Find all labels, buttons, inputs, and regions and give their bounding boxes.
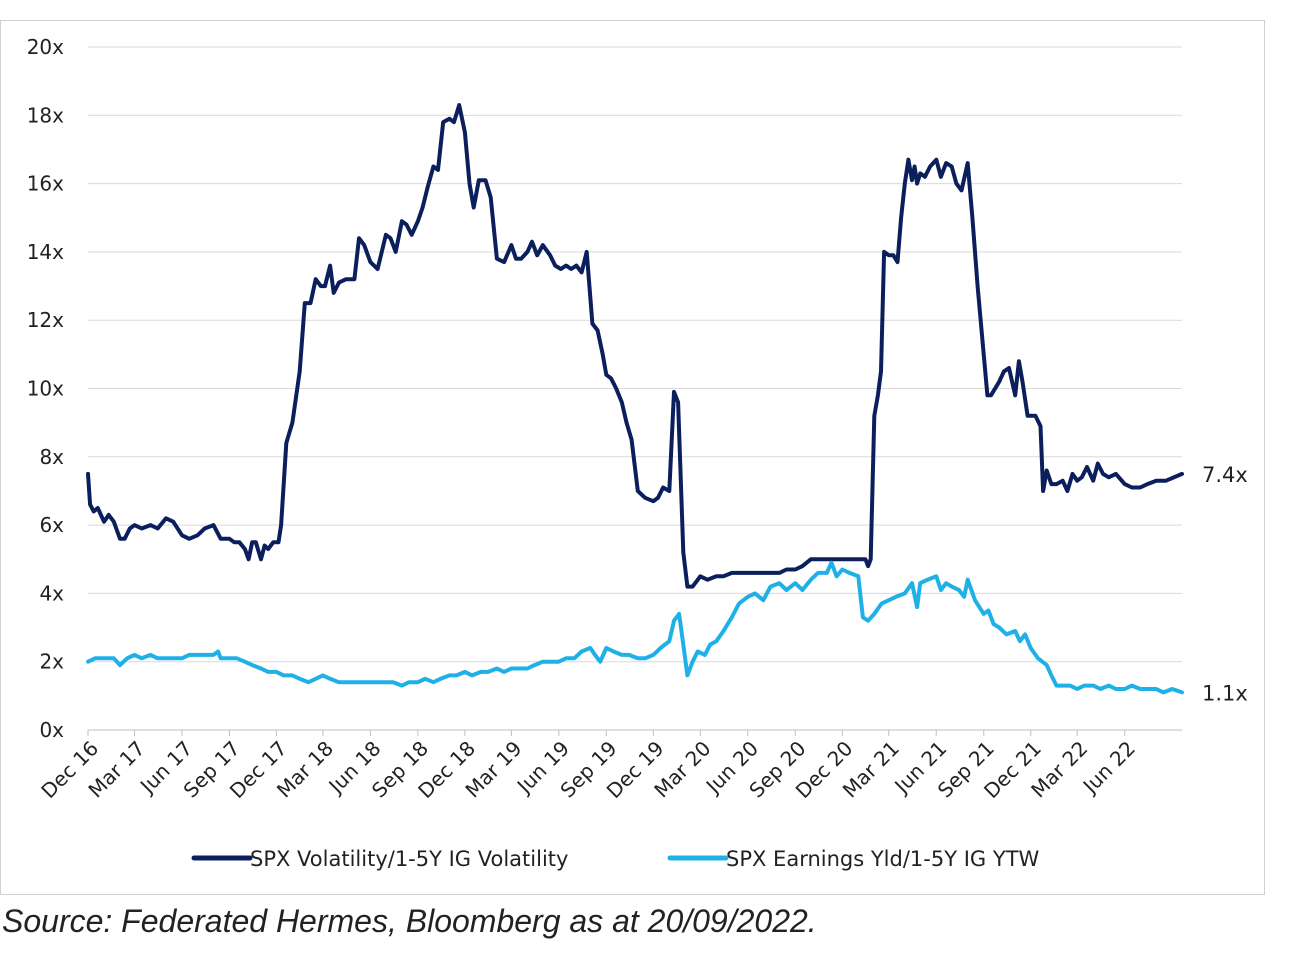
y-tick-label: 10x — [27, 377, 64, 401]
source-note: Source: Federated Hermes, Bloomberg as a… — [2, 903, 817, 939]
x-tick-label: Jun 22 — [1077, 736, 1140, 799]
y-tick-label: 18x — [27, 103, 64, 127]
spx-earnings-yield-ratio-line — [86, 560, 1184, 695]
earnings-end-label: 1.1x — [1202, 681, 1248, 705]
legend-label: SPX Earnings Yld/1-5Y IG YTW — [726, 847, 1040, 871]
spx-volatility-ratio-line — [86, 103, 1184, 589]
y-tick-label: 14x — [27, 240, 64, 264]
y-tick-label: 8x — [39, 445, 64, 469]
volatility-end-label: 7.4x — [1202, 463, 1248, 487]
y-tick-label: 6x — [39, 513, 64, 537]
series-lines — [86, 103, 1184, 695]
y-tick-label: 12x — [27, 308, 64, 332]
y-tick-label: 4x — [39, 581, 64, 605]
legend-label: SPX Volatility/1-5Y IG Volatility — [250, 847, 568, 871]
y-axis-ticks: 0x 2x 4x 6x 8x 10x 12x 14x 16x 18x 20x — [27, 35, 64, 742]
y-tick-label: 2x — [39, 650, 64, 674]
y-tick-label: 20x — [27, 35, 64, 59]
gridlines — [88, 46, 1182, 731]
legend: SPX Volatility/1-5Y IG Volatility SPX Ear… — [191, 847, 1040, 871]
y-tick-label: 16x — [27, 172, 64, 196]
y-tick-label: 0x — [39, 718, 64, 742]
end-labels: 7.4x 1.1x — [1202, 463, 1248, 706]
